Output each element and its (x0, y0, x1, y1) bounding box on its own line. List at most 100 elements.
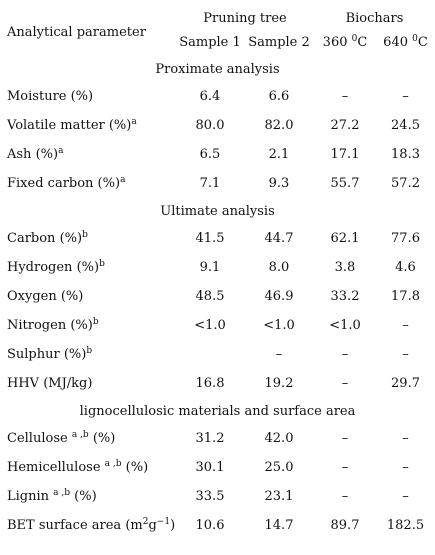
table-row-fixed-carbon: Fixed carbon (%)a 7.1 9.3 55.7 57.2 (0, 169, 435, 198)
row-label-text: Ash (%) (7, 147, 59, 162)
cell-sample-2: – (275, 347, 283, 362)
table-row-hydrogen: Hydrogen (%)b 9.1 8.0 3.8 4.6 (0, 253, 435, 282)
cell-sample-1: 10.6 (195, 518, 225, 533)
table-row-sulphur: Sulphur (%)b – – – (0, 340, 435, 369)
cell-biochar-640: – (402, 431, 409, 446)
footnote-marker: a ,b (71, 430, 89, 440)
section-proximate-analysis: Proximate analysis (155, 61, 280, 77)
cell-sample-1: 41.5 (195, 231, 225, 246)
header-sample-2: Sample 2 (248, 34, 310, 50)
cell-biochar-640: – (402, 89, 409, 104)
cell-sample-2: 44.7 (264, 231, 294, 246)
cell-sample-1: 80.0 (195, 118, 225, 133)
table-row-carbon: Carbon (%)b 41.5 44.7 62.1 77.6 (0, 224, 435, 253)
section-row: lignocellulosic materials and surface ar… (0, 398, 435, 424)
cell-sample-2: 6.6 (268, 89, 290, 104)
cell-biochar-640: 18.3 (391, 147, 420, 162)
cell-biochar-360: 62.1 (330, 231, 360, 246)
table-row-oxygen: Oxygen (%) 48.5 46.9 33.2 17.8 (0, 282, 435, 311)
cell-biochar-640: 57.2 (391, 176, 420, 191)
row-label: Moisture (%) (7, 89, 94, 104)
row-label: Cellulose a ,b (%) (0, 424, 176, 453)
row-label: Lignin a ,b (%) (0, 482, 176, 511)
section-row: Ultimate analysis (0, 198, 435, 224)
header-biochar-640: 640 0C (376, 28, 435, 56)
row-label-text: Hydrogen (%) (7, 260, 100, 275)
cell-sample-1: 6.5 (199, 147, 221, 162)
row-label-text: Cellulose (7, 431, 68, 446)
cell-biochar-640: 29.7 (391, 376, 420, 391)
row-label-text: Hemicellulose (7, 460, 101, 475)
cell-biochar-360: – (341, 376, 349, 391)
cell-sample-2: 9.3 (268, 176, 290, 191)
header-parameter: Analytical parameter (7, 24, 146, 40)
cell-biochar-360: 89.7 (330, 518, 360, 533)
section-row: Proximate analysis (0, 56, 435, 82)
cell-sample-2: 46.9 (264, 289, 294, 304)
cell-biochar-360: 17.1 (330, 147, 360, 162)
cell-biochar-640: 17.8 (391, 289, 420, 304)
row-label: Nitrogen (%)b (0, 311, 176, 340)
cell-sample-1: <1.0 (194, 318, 226, 333)
cell-biochar-640: 4.6 (395, 260, 416, 275)
cell-sample-2: 42.0 (264, 431, 294, 446)
table-row-hhv: HHV (MJ/kg) 16.8 19.2 – 29.7 (0, 369, 435, 398)
table-row-nitrogen: Nitrogen (%)b <1.0 <1.0 <1.0 – (0, 311, 435, 340)
unit-exponent: 2 (142, 517, 149, 527)
table-row-bet-surface-area: BET surface area (m2g−1) 10.6 14.7 89.7 … (0, 511, 435, 540)
cell-biochar-640: – (402, 318, 409, 333)
cell-biochar-360: 27.2 (330, 118, 360, 133)
row-label: Volatile matter (%)a (0, 111, 176, 140)
row-label-text: Lignin (7, 489, 50, 504)
header-sample-1: Sample 1 (179, 34, 241, 50)
cell-sample-1: 16.8 (195, 376, 225, 391)
row-label: Fixed carbon (%)a (0, 169, 176, 198)
section-lignocellulosic-surface-area: lignocellulosic materials and surface ar… (79, 403, 356, 419)
row-label-unit: (%) (74, 489, 97, 504)
table-row-cellulose: Cellulose a ,b (%) 31.2 42.0 – – (0, 424, 435, 453)
cell-biochar-640: 182.5 (386, 518, 425, 533)
table-row-ash: Ash (%)a 6.5 2.1 17.1 18.3 (0, 140, 435, 169)
cell-biochar-640: – (402, 489, 409, 504)
footnote-marker: a (131, 117, 137, 127)
cell-sample-2: 2.1 (268, 147, 290, 162)
row-label-unit: (%) (125, 460, 149, 475)
cell-sample-1: 48.5 (195, 289, 225, 304)
cell-sample-1: 33.5 (195, 489, 225, 504)
row-label: Sulphur (%)b (0, 340, 176, 369)
row-label: HHV (MJ/kg) (7, 376, 93, 391)
cell-biochar-640: – (402, 460, 409, 475)
cell-biochar-640: 77.6 (391, 231, 420, 246)
table-row-volatile-matter: Volatile matter (%)a 80.0 82.0 27.2 24.5 (0, 111, 435, 140)
data-table: Analytical parameter Pruning tree Biocha… (0, 10, 435, 540)
row-label: BET surface area (m2g−1) (0, 511, 176, 540)
cell-biochar-360: – (341, 489, 349, 504)
row-label-text: Fixed carbon (%) (7, 176, 121, 191)
row-label: Hemicellulose a ,b (%) (0, 453, 176, 482)
cell-biochar-360: – (341, 460, 349, 475)
footnote-marker: b (92, 317, 99, 327)
cell-biochar-360: – (341, 347, 349, 362)
celsius-unit: C (417, 34, 428, 50)
cell-sample-2: 82.0 (264, 118, 294, 133)
cell-biochar-640: 24.5 (391, 118, 420, 133)
cell-sample-1: 9.1 (199, 260, 221, 275)
footnote-marker: b (86, 346, 93, 356)
row-label-text: Carbon (%) (7, 231, 83, 246)
cell-sample-2: <1.0 (263, 318, 295, 333)
cell-sample-1: 7.1 (199, 176, 221, 191)
unit-exponent: −1 (156, 517, 171, 527)
cell-sample-2: 14.7 (264, 518, 294, 533)
degree-sup: 0 (351, 33, 358, 44)
footnote-marker: b (82, 230, 88, 240)
cell-biochar-360: <1.0 (329, 318, 361, 333)
footnote-marker: a (120, 175, 126, 185)
header-group-biochars: Biochars (345, 10, 404, 26)
row-label: Carbon (%)b (0, 224, 176, 253)
cell-sample-2: 19.2 (264, 376, 294, 391)
row-label-close: ) (170, 518, 176, 533)
row-label-unit: (%) (92, 431, 116, 446)
table-row-hemicellulose: Hemicellulose a ,b (%) 30.1 25.0 – – (0, 453, 435, 482)
cell-biochar-360: 55.7 (330, 176, 360, 191)
cell-sample-1: 6.4 (199, 89, 221, 104)
